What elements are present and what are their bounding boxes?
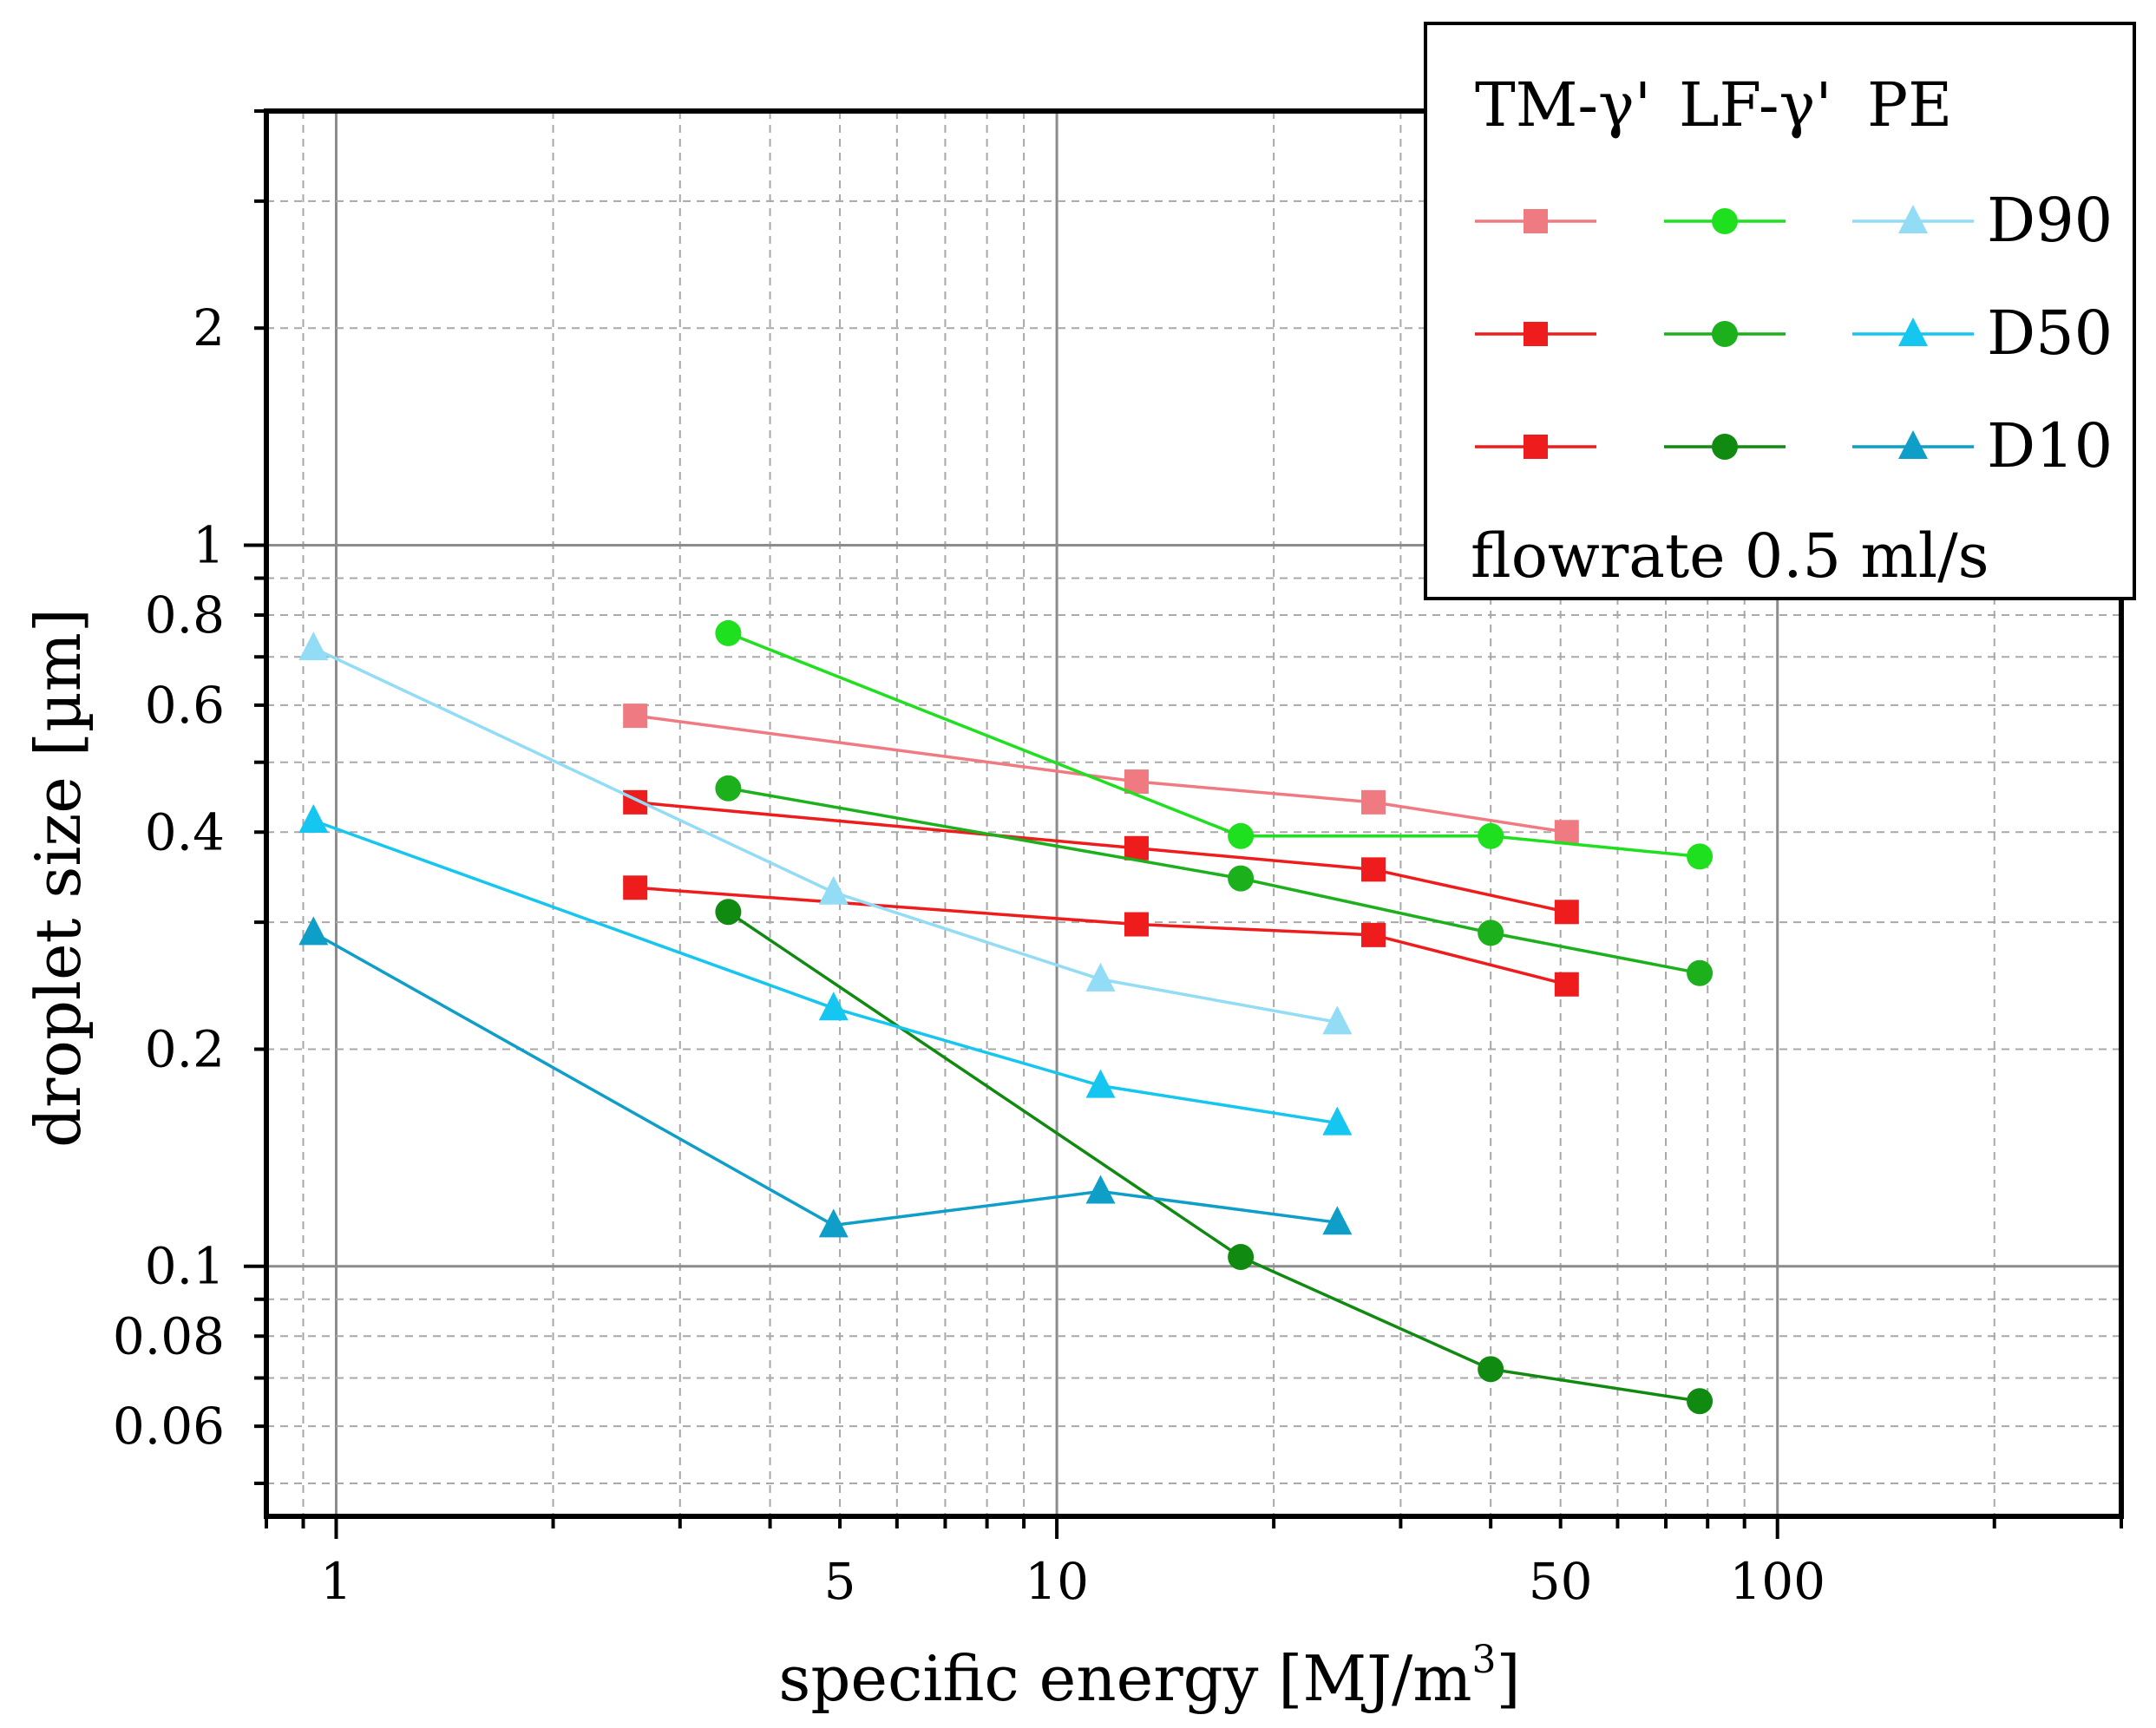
legend-sample-marker <box>1712 434 1738 460</box>
data-point <box>298 916 329 946</box>
data-point <box>298 632 329 661</box>
data-point <box>1478 1356 1504 1383</box>
x-axis-title-superscript: 3 <box>1472 1638 1497 1682</box>
series-3 <box>715 619 1714 870</box>
legend-box <box>1424 22 2136 600</box>
data-point <box>1361 922 1386 947</box>
data-point <box>818 875 849 905</box>
legend-sample-marker <box>1898 205 1928 233</box>
y-tick-label: 0.6 <box>145 676 225 735</box>
x-axis-title: specific energy [MJ/m3] <box>778 1638 1520 1715</box>
x-tick-label: 50 <box>1529 1552 1593 1611</box>
y-tick-label: 0.4 <box>145 802 225 861</box>
series-line <box>635 801 1568 913</box>
data-point <box>1085 1175 1116 1204</box>
legend-note: flowrate 0.5 ml/s <box>1471 520 1989 592</box>
data-point <box>715 775 742 802</box>
x-tick-label: 100 <box>1729 1552 1825 1611</box>
data-point <box>1228 1244 1255 1271</box>
legend-sample-marker <box>1898 430 1928 459</box>
data-point <box>1228 822 1255 849</box>
data-point <box>1554 820 1579 845</box>
data-point <box>623 875 648 900</box>
data-point <box>1554 972 1579 997</box>
legend: TM-γ' LF-γ' PE D90 D50 D10 flowrate 0.5 … <box>1424 22 2136 600</box>
plot-frame <box>264 108 2124 1519</box>
legend-sample-marker <box>1898 317 1928 346</box>
series-5 <box>715 899 1714 1415</box>
data-point <box>818 992 849 1021</box>
legend-samples <box>1475 205 1974 460</box>
series-line <box>312 646 1338 1024</box>
legend-label-d10: D10 <box>1987 410 2113 481</box>
series-line <box>727 632 1701 859</box>
series-4 <box>715 775 1714 986</box>
series-line <box>727 910 1701 1403</box>
data-point <box>1085 1069 1116 1098</box>
legend-sample-marker <box>1712 321 1738 347</box>
legend-label-d90: D90 <box>1987 185 2113 256</box>
legend-header-tm: TM-γ' <box>1475 69 1651 141</box>
legend-sample-marker <box>1524 209 1548 233</box>
data-point <box>1228 865 1255 892</box>
data-point <box>1478 822 1504 849</box>
series-8 <box>298 916 1353 1238</box>
y-tick-label: 0.1 <box>145 1237 225 1296</box>
data-point <box>1124 912 1149 937</box>
series-6 <box>298 632 1353 1035</box>
data-point <box>1478 920 1504 946</box>
y-tick-label: 2 <box>193 298 225 357</box>
x-tick-label: 5 <box>824 1552 856 1611</box>
legend-header-pe: PE <box>1867 69 1952 141</box>
data-point <box>1361 857 1386 882</box>
axes <box>264 108 2124 1519</box>
series-line <box>312 931 1338 1227</box>
y-tick-label: 0.08 <box>113 1306 225 1365</box>
series-line <box>634 714 1568 834</box>
x-tick-label: 10 <box>1025 1552 1089 1611</box>
data-point <box>1687 1388 1714 1415</box>
data-point <box>1124 769 1149 795</box>
legend-sample-marker <box>1524 435 1548 459</box>
data-point <box>1361 789 1386 815</box>
legend-sample-marker <box>1524 322 1548 346</box>
data-point <box>623 704 648 729</box>
ticks: 1 5 10 50 100 0.06 0.08 0.1 0.2 0.4 0.6 0.8 1 2 <box>113 109 2123 1611</box>
y-axis-title: droplet size [µm] <box>22 608 95 1148</box>
data-point <box>1124 835 1149 861</box>
data-point <box>1322 1206 1353 1235</box>
x-tick-label: 1 <box>320 1552 352 1611</box>
series-line <box>728 787 1701 975</box>
data-point <box>715 899 742 926</box>
series-1 <box>623 789 1579 925</box>
series-2 <box>623 875 1579 997</box>
data-point <box>1322 1106 1353 1136</box>
series-0 <box>623 704 1579 845</box>
data-point <box>298 803 329 833</box>
series-line <box>312 819 1338 1125</box>
data-point <box>818 1208 849 1238</box>
data-point <box>715 619 742 646</box>
legend-sample-marker <box>1712 208 1738 234</box>
series-line <box>635 886 1568 986</box>
series-7 <box>298 803 1353 1136</box>
legend-label-d50: D50 <box>1987 298 2113 369</box>
data-point <box>1085 962 1116 992</box>
legend-header-lf: LF-γ' <box>1679 69 1832 141</box>
series-layer <box>298 619 1714 1415</box>
data-point <box>1687 843 1714 870</box>
y-tick-label: 0.2 <box>145 1019 225 1078</box>
y-tick-label: 0.06 <box>113 1397 225 1456</box>
data-point <box>1322 1005 1353 1035</box>
data-point <box>1554 900 1579 925</box>
data-point <box>1687 959 1714 986</box>
y-tick-label: 0.8 <box>145 586 225 645</box>
y-tick-label: 1 <box>193 515 225 574</box>
